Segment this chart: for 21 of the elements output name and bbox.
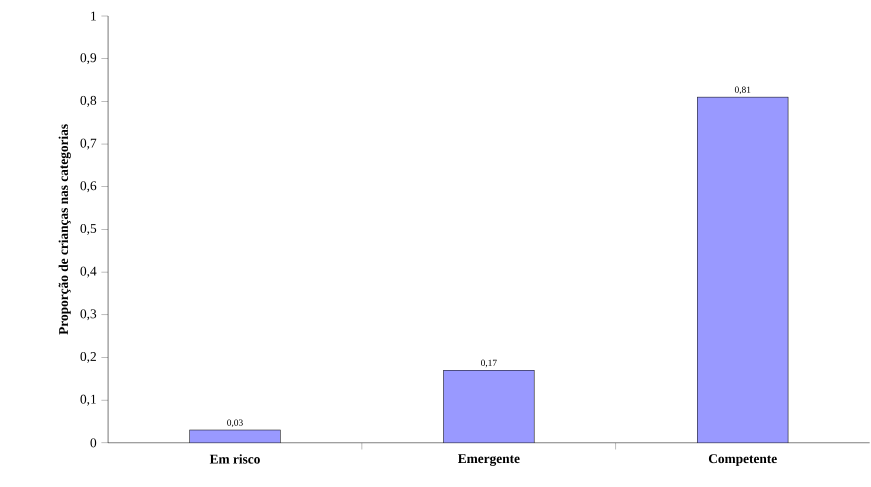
data-label: 0,03 <box>227 420 243 428</box>
y-tick-label: 1 <box>91 12 96 20</box>
y-tick-label: 0,9 <box>80 53 96 64</box>
y-tick-label: 0,4 <box>80 266 96 278</box>
y-axis-title: Proporção de crianças nas categorias <box>58 124 71 335</box>
data-label: 0,17 <box>481 360 497 368</box>
y-tick-label: 0,8 <box>80 96 96 107</box>
x-tick-label: Em risco <box>210 454 260 464</box>
y-tick-label: 0,3 <box>80 309 96 320</box>
y-tick-label: 0,5 <box>80 224 96 235</box>
y-tick-label: 0,7 <box>80 138 96 150</box>
bar <box>697 96 788 443</box>
data-label: 0,81 <box>734 86 750 94</box>
y-tick-label: 0,1 <box>80 394 96 406</box>
y-tick-label: 0 <box>90 438 96 448</box>
x-tick-label: Competente <box>708 454 777 466</box>
bar <box>189 430 281 443</box>
x-tick-label: Emergente <box>458 454 520 466</box>
bar <box>443 370 534 443</box>
y-tick-label: 0,6 <box>80 181 96 192</box>
y-tick-label: 0,2 <box>80 352 96 363</box>
